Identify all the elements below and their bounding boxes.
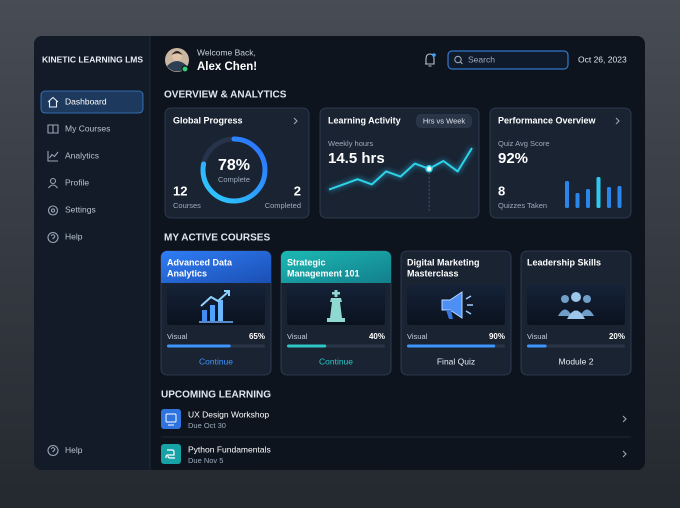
ring-percent: 78% — [218, 157, 250, 174]
nav-item[interactable]: Profile — [65, 177, 89, 187]
progress-value: 65% — [249, 332, 265, 341]
date: Oct 26, 2023 — [578, 54, 627, 64]
course-image — [167, 285, 265, 325]
quiz-bar — [596, 177, 601, 208]
metric-label: Weekly hours — [328, 139, 374, 148]
card-title: Global Progress — [173, 115, 243, 125]
trend-line — [328, 147, 473, 191]
stat-label: Courses — [173, 201, 201, 210]
section-title: MY ACTIVE COURSES — [164, 233, 270, 244]
card-title: Learning Activity — [328, 115, 401, 125]
progress-value: 20% — [609, 332, 625, 341]
progress-bar — [287, 344, 327, 348]
metric-label: Quiz Avg Score — [498, 139, 550, 148]
upcoming-due: Due Oct 30 — [188, 421, 226, 430]
progress-label: Visual — [167, 332, 188, 341]
stat: 8 — [498, 183, 505, 198]
upcoming-title[interactable]: UX Design Workshop — [188, 409, 269, 419]
metric: 14.5 hrs — [328, 150, 385, 167]
course-title: Analytics — [167, 268, 207, 278]
greeting: Welcome Back, — [197, 47, 256, 57]
quiz-bar — [617, 186, 622, 208]
card[interactable] — [164, 107, 310, 219]
quiz-bar — [565, 181, 569, 208]
metric: 92% — [498, 150, 528, 167]
nav-item[interactable]: Settings — [65, 204, 96, 214]
card[interactable] — [319, 107, 480, 219]
user-name: Alex Chen! — [197, 61, 257, 73]
progress-track — [527, 344, 625, 348]
stat-label: Completed — [265, 201, 301, 210]
card-title: Performance Overview — [498, 115, 597, 125]
course-action[interactable]: Continue — [319, 356, 353, 366]
progress-bar — [407, 344, 496, 348]
nav-item[interactable]: My Courses — [65, 123, 110, 133]
sidebar — [34, 36, 150, 470]
nav-item[interactable]: Analytics — [65, 150, 99, 160]
course-title: Advanced Data — [167, 257, 233, 267]
course-title: Leadership Skills — [527, 257, 601, 267]
course-action[interactable]: Continue — [199, 356, 233, 366]
quiz-bar — [586, 189, 590, 208]
course-header — [281, 251, 391, 283]
progress-bar — [527, 344, 547, 348]
quiz-bar — [575, 193, 580, 208]
progress-label: Visual — [527, 332, 548, 341]
bell-icon[interactable] — [425, 53, 435, 67]
trend-point — [425, 165, 433, 173]
progress-bar — [167, 344, 231, 348]
stat: 12 — [173, 183, 187, 198]
course-title: Digital Marketing — [407, 257, 480, 267]
course-icon — [327, 290, 345, 322]
progress-ring — [200, 136, 268, 204]
card[interactable] — [489, 107, 632, 219]
toggle-label: Hrs vs Week — [423, 116, 466, 125]
stat-label: Quizzes Taken — [498, 201, 547, 210]
course-action[interactable]: Final Quiz — [437, 356, 475, 366]
nav-footer-help[interactable]: Help — [65, 445, 83, 455]
ring-caption: Complete — [218, 175, 250, 184]
search-box[interactable] — [447, 50, 569, 70]
search-placeholder: Search — [468, 54, 495, 64]
course-image — [527, 285, 625, 325]
progress-value: 40% — [369, 332, 385, 341]
toggle[interactable] — [416, 114, 472, 128]
progress-value: 90% — [489, 332, 505, 341]
nav-item[interactable]: Dashboard — [65, 96, 107, 106]
course-header — [161, 251, 271, 283]
course-title: Management 101 — [287, 268, 360, 278]
course-title: Strategic — [287, 257, 326, 267]
progress-label: Visual — [407, 332, 428, 341]
nav-active-bg[interactable] — [40, 90, 144, 114]
course-icon — [441, 291, 473, 319]
section-title: OVERVIEW & ANALYTICS — [164, 90, 287, 101]
course-icon — [558, 292, 594, 319]
upcoming-title[interactable]: Python Fundamentals — [188, 444, 271, 454]
upcoming-due: Due Nov 5 — [188, 456, 223, 465]
course-title: Masterclass — [407, 268, 459, 278]
course-action[interactable]: Module 2 — [559, 356, 594, 366]
nav-item[interactable]: Help — [65, 231, 83, 241]
stat: 2 — [294, 183, 301, 198]
section-title: UPCOMING LEARNING — [161, 390, 271, 401]
quiz-bar — [607, 187, 611, 208]
brand: KINETIC LEARNING LMS — [42, 54, 143, 64]
course-icon — [199, 290, 233, 323]
progress-label: Visual — [287, 332, 308, 341]
